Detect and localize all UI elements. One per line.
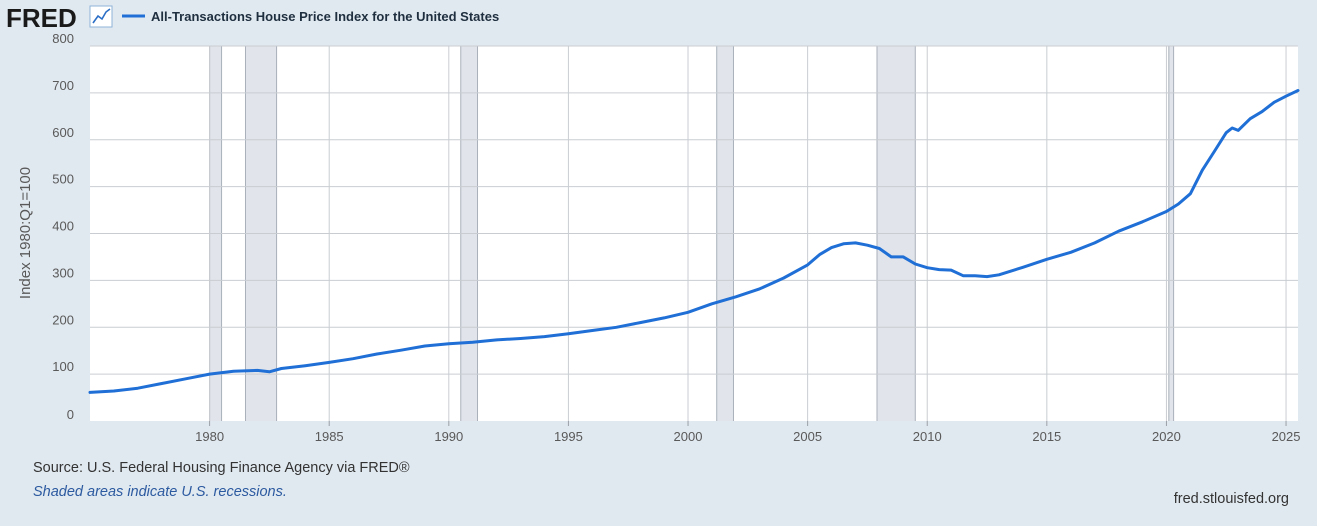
data-point [949, 268, 953, 272]
data-point [973, 274, 977, 277]
data-point [937, 268, 941, 271]
data-point [1045, 258, 1049, 261]
data-point [1260, 110, 1264, 113]
data-point [495, 338, 498, 342]
source-note: Source: U.S. Federal Housing Finance Age… [33, 460, 410, 476]
data-point [686, 311, 690, 314]
data-point [1069, 251, 1072, 254]
data-point [997, 273, 1001, 276]
data-point [112, 389, 116, 393]
y-axis-ticks: 0 100 200 300 400 500 600 700 800 [52, 31, 74, 422]
data-point [351, 357, 355, 360]
data-point [1165, 210, 1168, 213]
x-axis-ticks: 1980 1985 1990 1995 2000 2005 2010 2015 2020 2025 [195, 421, 1301, 444]
data-point [328, 361, 331, 364]
data-point [375, 352, 379, 356]
x-tick-label: 2015 [1032, 429, 1061, 444]
data-point [184, 377, 187, 381]
series-layer [88, 89, 1300, 394]
y-axis-label: Index 1980:Q1=100 [17, 167, 34, 299]
data-point [878, 247, 881, 250]
chart-line-icon [89, 5, 113, 28]
data-point [1296, 89, 1300, 92]
data-point [1213, 150, 1216, 153]
data-point [1189, 192, 1192, 195]
data-point [1284, 94, 1288, 98]
data-point [926, 266, 929, 269]
data-point [1201, 169, 1204, 172]
data-point [902, 255, 905, 259]
data-point [543, 335, 546, 338]
y-tick-label: 500 [52, 172, 74, 187]
data-point [160, 382, 163, 385]
data-point [136, 386, 140, 390]
fred-logo[interactable]: FRED [6, 3, 77, 33]
series-title[interactable]: All-Transactions House Price Index for t… [151, 9, 499, 24]
data-point [866, 244, 869, 247]
data-point [591, 329, 594, 332]
data-point [519, 337, 522, 340]
data-point [1141, 220, 1144, 223]
data-point [268, 370, 271, 373]
data-point [758, 287, 761, 291]
data-point [1093, 241, 1096, 245]
data-point [961, 274, 965, 277]
y-tick-label: 600 [52, 125, 74, 140]
x-tick-label: 1980 [195, 429, 224, 444]
data-point [842, 242, 845, 246]
data-point [399, 349, 403, 352]
x-tick-label: 2010 [913, 429, 942, 444]
data-point [818, 253, 821, 256]
y-tick-label: 100 [52, 359, 74, 374]
recession-note: Shaded areas indicate U.S. recessions. [33, 484, 287, 500]
y-tick-label: 0 [67, 407, 74, 422]
data-point [232, 370, 235, 373]
data-point [830, 246, 833, 249]
y-tick-label: 400 [52, 219, 74, 234]
data-point [1236, 129, 1240, 132]
data-point [638, 321, 642, 324]
y-tick-label: 700 [52, 78, 74, 93]
data-point [1231, 126, 1234, 130]
data-point [806, 263, 809, 267]
data-point [1225, 131, 1228, 134]
data-point [1272, 101, 1276, 104]
x-tick-label: 1985 [315, 429, 344, 444]
gridlines [90, 45, 1298, 421]
x-tick-label: 2000 [674, 429, 703, 444]
data-point [734, 295, 738, 298]
data-point [1117, 229, 1120, 233]
y-tick-label: 800 [52, 31, 74, 46]
data-point [256, 369, 259, 372]
data-point [1177, 202, 1180, 206]
data-point [423, 344, 427, 348]
data-point [304, 364, 307, 367]
data-point [88, 391, 92, 394]
data-point [615, 326, 618, 329]
data-point [782, 276, 785, 280]
data-point [1021, 266, 1025, 269]
x-tick-label: 2005 [793, 429, 822, 444]
data-point [471, 341, 474, 344]
x-tick-label: 1990 [434, 429, 463, 444]
data-point [914, 262, 917, 266]
data-point [890, 255, 893, 259]
data-point [710, 302, 714, 306]
y-tick-label: 300 [52, 265, 74, 280]
x-tick-label: 2025 [1272, 429, 1301, 444]
data-point [1248, 117, 1252, 120]
data-point [662, 316, 666, 320]
x-tick-label: 1995 [554, 429, 583, 444]
data-point [208, 372, 211, 376]
x-tick-label: 2020 [1152, 429, 1181, 444]
data-point [447, 342, 451, 345]
y-tick-label: 200 [52, 312, 74, 327]
site-url[interactable]: fred.stlouisfed.org [1173, 491, 1289, 507]
data-point [567, 332, 570, 336]
data-point [985, 275, 989, 278]
data-point [280, 367, 283, 370]
data-point [854, 241, 857, 245]
